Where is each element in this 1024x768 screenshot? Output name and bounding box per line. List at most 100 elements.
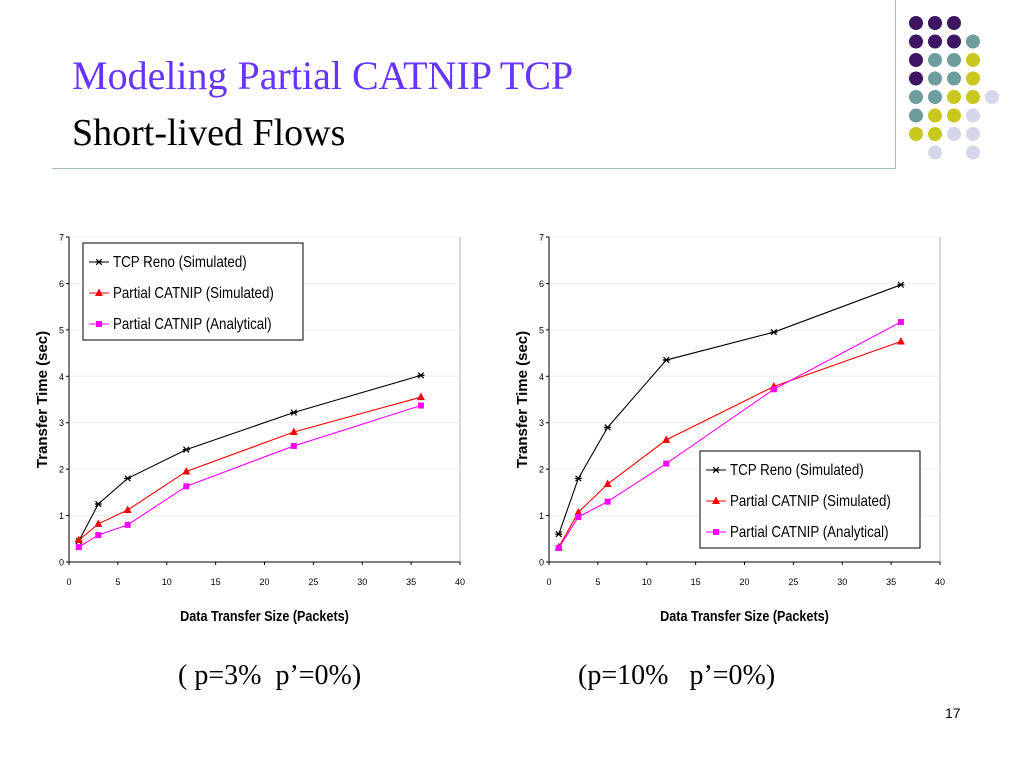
data-point <box>662 356 670 364</box>
legend-entry-label: TCP Reno (Simulated) <box>730 462 864 479</box>
data-point <box>770 328 778 336</box>
data-point <box>95 532 102 539</box>
x-tick-label: 15 <box>691 577 701 587</box>
x-tick-label: 40 <box>935 577 945 587</box>
data-point <box>75 544 82 551</box>
data-point <box>290 409 298 416</box>
data-point <box>663 460 670 467</box>
legend-swatch-marker <box>712 496 720 504</box>
decor-dot-purple <box>947 16 961 30</box>
decor-dot-teal <box>947 71 961 86</box>
legend-box <box>699 450 921 549</box>
data-point <box>416 392 425 401</box>
data-point <box>124 475 132 482</box>
series-line <box>78 374 422 542</box>
decor-dot-teal <box>947 53 961 67</box>
series-0 <box>555 281 905 538</box>
data-point <box>604 424 612 431</box>
y-tick-label: 3 <box>539 418 544 428</box>
x-tick-label: 20 <box>739 577 749 587</box>
decor-dot-teal <box>928 90 942 104</box>
data-point <box>124 521 131 528</box>
decorative-dot-grid <box>909 16 999 160</box>
x-axis-title: Data Transfer Size (Packets) <box>660 607 829 624</box>
x-tick-label: 25 <box>308 577 318 587</box>
legend-swatch-marker <box>96 321 102 327</box>
header-vertical-divider <box>895 0 896 168</box>
caption-left: ( p=3% p’=0%) <box>178 660 362 691</box>
decor-dot-teal <box>966 34 980 49</box>
data-point <box>94 519 103 527</box>
legend-entry-label: Partial CATNIP (Simulated) <box>730 493 891 510</box>
data-point <box>289 427 298 435</box>
header-horizontal-divider <box>52 168 896 169</box>
data-point <box>662 435 671 443</box>
y-axis-title: Transfer Time (sec) <box>34 331 51 468</box>
data-point <box>603 479 612 487</box>
data-point <box>896 336 905 345</box>
series-1 <box>74 392 425 544</box>
decor-dot-teal <box>928 53 942 67</box>
x-tick-label: 30 <box>837 577 847 587</box>
decor-dot-lavender <box>966 127 980 141</box>
y-tick-label: 1 <box>59 511 64 521</box>
decor-dot-teal <box>928 71 942 86</box>
x-tick-label: 30 <box>357 577 367 587</box>
decor-dot-purple <box>909 34 923 49</box>
decor-dot-purple <box>909 71 923 86</box>
legend: TCP Reno (Simulated) Partial CATNIP (Simu… <box>699 450 921 549</box>
decor-dot-yellow <box>947 90 961 104</box>
data-point <box>182 466 191 475</box>
data-point <box>555 530 563 538</box>
y-tick-label: 1 <box>539 511 544 521</box>
page-number: 17 <box>945 705 961 721</box>
data-point <box>574 507 583 516</box>
y-axis-title: Transfer Time (sec) <box>514 331 531 468</box>
series-line <box>78 405 422 548</box>
decor-dot-lavender <box>966 145 980 160</box>
decor-dot-yellow <box>966 71 980 86</box>
decor-dot-yellow <box>909 127 923 141</box>
data-point <box>183 483 190 490</box>
x-tick-label: 5 <box>595 577 600 587</box>
decor-dot-lavender <box>928 145 942 160</box>
y-tick-label: 3 <box>59 418 64 428</box>
legend: TCP Reno (Simulated) Partial CATNIP (Simu… <box>82 242 304 341</box>
data-point <box>575 513 582 520</box>
slide-subtitle: Short-lived Flows <box>72 112 346 154</box>
y-tick-label: 0 <box>539 558 544 568</box>
decor-dot-lavender <box>947 127 961 141</box>
decor-dot-purple <box>947 34 961 49</box>
series-2 <box>555 318 904 552</box>
data-point <box>897 281 905 289</box>
series-line <box>558 284 902 535</box>
data-point <box>417 402 424 409</box>
x-tick-label: 0 <box>66 577 71 587</box>
slide-title: Modeling Partial CATNIP TCP <box>72 53 574 98</box>
decor-dot-yellow <box>966 90 980 104</box>
data-point <box>94 500 102 508</box>
y-tick-label: 4 <box>539 372 544 382</box>
y-tick-label: 5 <box>59 325 64 335</box>
caption-right: (p=10% p’=0%) <box>578 660 776 691</box>
decor-dot-lavender <box>966 108 980 123</box>
legend-entry-label: TCP Reno (Simulated) <box>113 254 247 271</box>
y-tick-label: 5 <box>539 325 544 335</box>
series-line <box>558 321 902 549</box>
legend-swatch-marker <box>712 466 720 474</box>
y-tick-label: 7 <box>539 233 544 243</box>
series-2 <box>75 402 424 551</box>
y-tick-label: 4 <box>59 372 64 382</box>
x-tick-label: 20 <box>259 577 269 587</box>
x-tick-label: 35 <box>886 577 896 587</box>
legend-entry-label: Partial CATNIP (Analytical) <box>730 524 889 541</box>
data-point <box>574 475 582 482</box>
data-point <box>770 386 777 393</box>
decor-dot-yellow <box>966 53 980 67</box>
data-point <box>182 446 190 453</box>
x-tick-label: 10 <box>162 577 172 587</box>
data-point <box>123 505 132 513</box>
x-tick-label: 15 <box>211 577 221 587</box>
decor-dot-teal <box>909 108 923 123</box>
data-point <box>604 498 611 505</box>
